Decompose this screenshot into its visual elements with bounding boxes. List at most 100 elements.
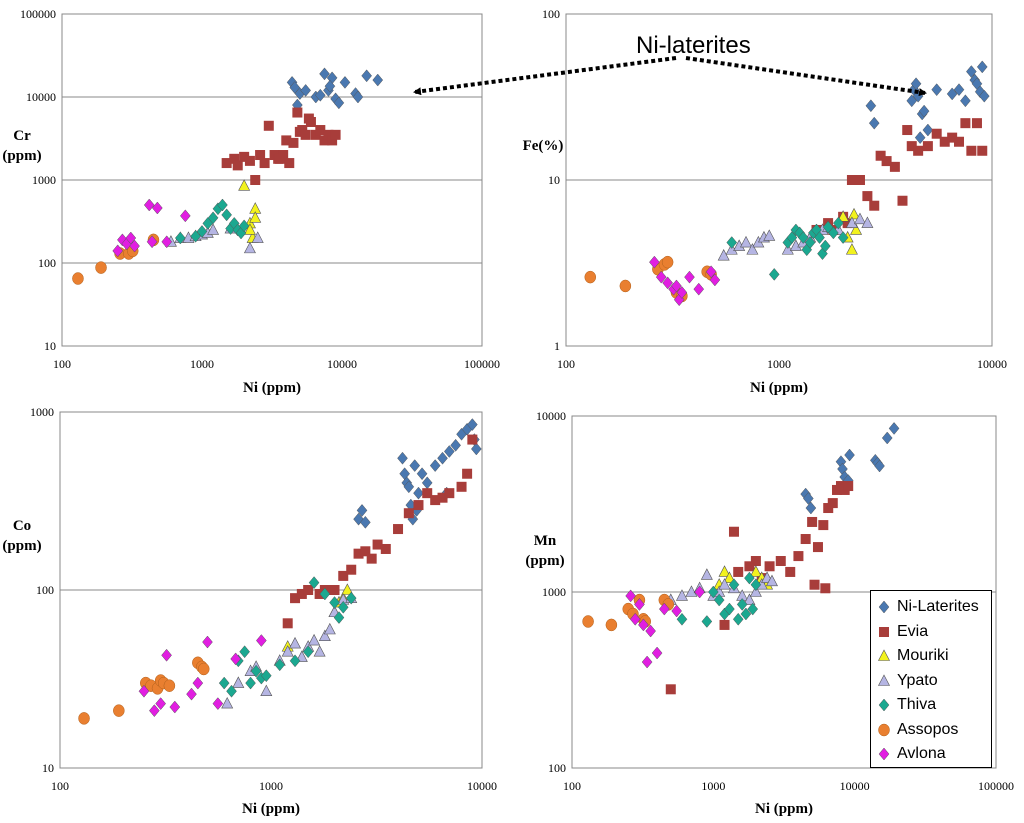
data-point bbox=[726, 236, 738, 249]
data-point bbox=[960, 118, 971, 129]
data-point bbox=[705, 265, 717, 279]
data-point bbox=[744, 571, 755, 585]
legend-symbol bbox=[878, 723, 890, 736]
data-point bbox=[881, 431, 893, 445]
data-point bbox=[700, 568, 713, 580]
data-point bbox=[290, 593, 301, 604]
data-point bbox=[837, 210, 850, 222]
data-point bbox=[255, 150, 266, 161]
data-point bbox=[922, 123, 934, 137]
data-point bbox=[207, 211, 219, 225]
data-point bbox=[169, 700, 181, 714]
data-point bbox=[805, 501, 817, 515]
data-point bbox=[403, 480, 415, 494]
legend-item-thiva: Thiva bbox=[877, 693, 991, 718]
data-point bbox=[314, 88, 326, 102]
data-point bbox=[143, 198, 155, 212]
data-point bbox=[848, 207, 861, 220]
data-point bbox=[333, 611, 345, 624]
legend-symbol bbox=[878, 698, 890, 712]
data-point bbox=[976, 60, 988, 74]
data-point bbox=[244, 155, 255, 166]
data-point bbox=[818, 520, 829, 531]
y-axis-label: Cr bbox=[13, 128, 31, 144]
data-point bbox=[319, 67, 330, 81]
data-point bbox=[152, 201, 163, 215]
data-point bbox=[649, 255, 660, 269]
data-point bbox=[296, 588, 307, 599]
y-axis-label: Fe(%) bbox=[523, 138, 564, 154]
data-point bbox=[112, 244, 124, 258]
y-tick-label: 100000 bbox=[20, 7, 56, 21]
data-point bbox=[318, 629, 331, 642]
series-avlona bbox=[138, 634, 267, 718]
x-tick-label: 10000 bbox=[977, 357, 1007, 371]
data-point bbox=[750, 578, 762, 592]
data-point bbox=[665, 684, 676, 695]
data-point bbox=[232, 676, 245, 688]
x-axis-label: Ni (ppm) bbox=[755, 801, 813, 817]
callout-arrow-right bbox=[685, 56, 927, 97]
data-point bbox=[444, 488, 455, 499]
data-point bbox=[861, 216, 874, 228]
legend-label: Thiva bbox=[897, 696, 937, 714]
legend-symbol bbox=[879, 626, 889, 637]
data-point bbox=[300, 129, 311, 140]
data-point bbox=[403, 508, 414, 519]
data-point bbox=[360, 546, 371, 557]
data-point bbox=[713, 593, 725, 607]
data-point bbox=[947, 132, 958, 143]
y-tick-label: 10 bbox=[42, 761, 54, 775]
data-point bbox=[897, 195, 908, 206]
data-point bbox=[471, 442, 482, 456]
data-point bbox=[303, 113, 314, 124]
data-point bbox=[922, 141, 933, 152]
y-tick-label: 10 bbox=[548, 173, 560, 187]
x-tick-label: 100 bbox=[53, 357, 71, 371]
y-tick-label: 100 bbox=[38, 256, 56, 270]
data-point bbox=[819, 239, 831, 253]
data-point bbox=[179, 209, 191, 223]
data-point bbox=[718, 578, 731, 590]
data-point bbox=[651, 646, 663, 660]
legend-marker-circle-icon bbox=[878, 723, 890, 736]
data-point bbox=[330, 129, 341, 140]
data-point bbox=[685, 585, 698, 597]
data-points bbox=[582, 422, 900, 695]
data-point bbox=[584, 270, 597, 284]
data-point bbox=[174, 231, 186, 245]
x-axis-label: Ni (ppm) bbox=[750, 380, 808, 396]
data-point bbox=[708, 585, 719, 599]
data-point bbox=[281, 135, 292, 146]
data-point bbox=[221, 208, 232, 222]
data-point bbox=[125, 231, 137, 245]
data-point bbox=[828, 226, 839, 240]
data-point bbox=[149, 704, 160, 718]
data-point bbox=[812, 542, 823, 553]
data-point bbox=[845, 243, 858, 255]
data-point bbox=[842, 218, 853, 229]
legend-symbol bbox=[878, 600, 890, 614]
data-point bbox=[360, 515, 371, 529]
data-point bbox=[827, 498, 838, 509]
data-point bbox=[456, 481, 467, 492]
data-point bbox=[324, 79, 336, 93]
data-point bbox=[95, 261, 107, 274]
data-point bbox=[740, 607, 752, 621]
callout-label: Ni-laterites bbox=[636, 32, 751, 59]
data-point bbox=[413, 500, 424, 511]
data-point bbox=[718, 565, 731, 577]
data-point bbox=[906, 141, 917, 152]
data-point bbox=[295, 650, 308, 662]
data-point bbox=[820, 583, 831, 594]
data-point bbox=[744, 561, 755, 572]
legend-marker-diamond-icon bbox=[878, 698, 890, 712]
data-point bbox=[138, 684, 150, 698]
data-point bbox=[814, 231, 825, 244]
x-tick-label: 100000 bbox=[978, 779, 1014, 793]
data-point bbox=[605, 618, 618, 632]
data-point bbox=[161, 648, 172, 662]
data-point bbox=[229, 153, 240, 164]
data-point bbox=[785, 566, 796, 577]
data-point bbox=[353, 548, 364, 559]
